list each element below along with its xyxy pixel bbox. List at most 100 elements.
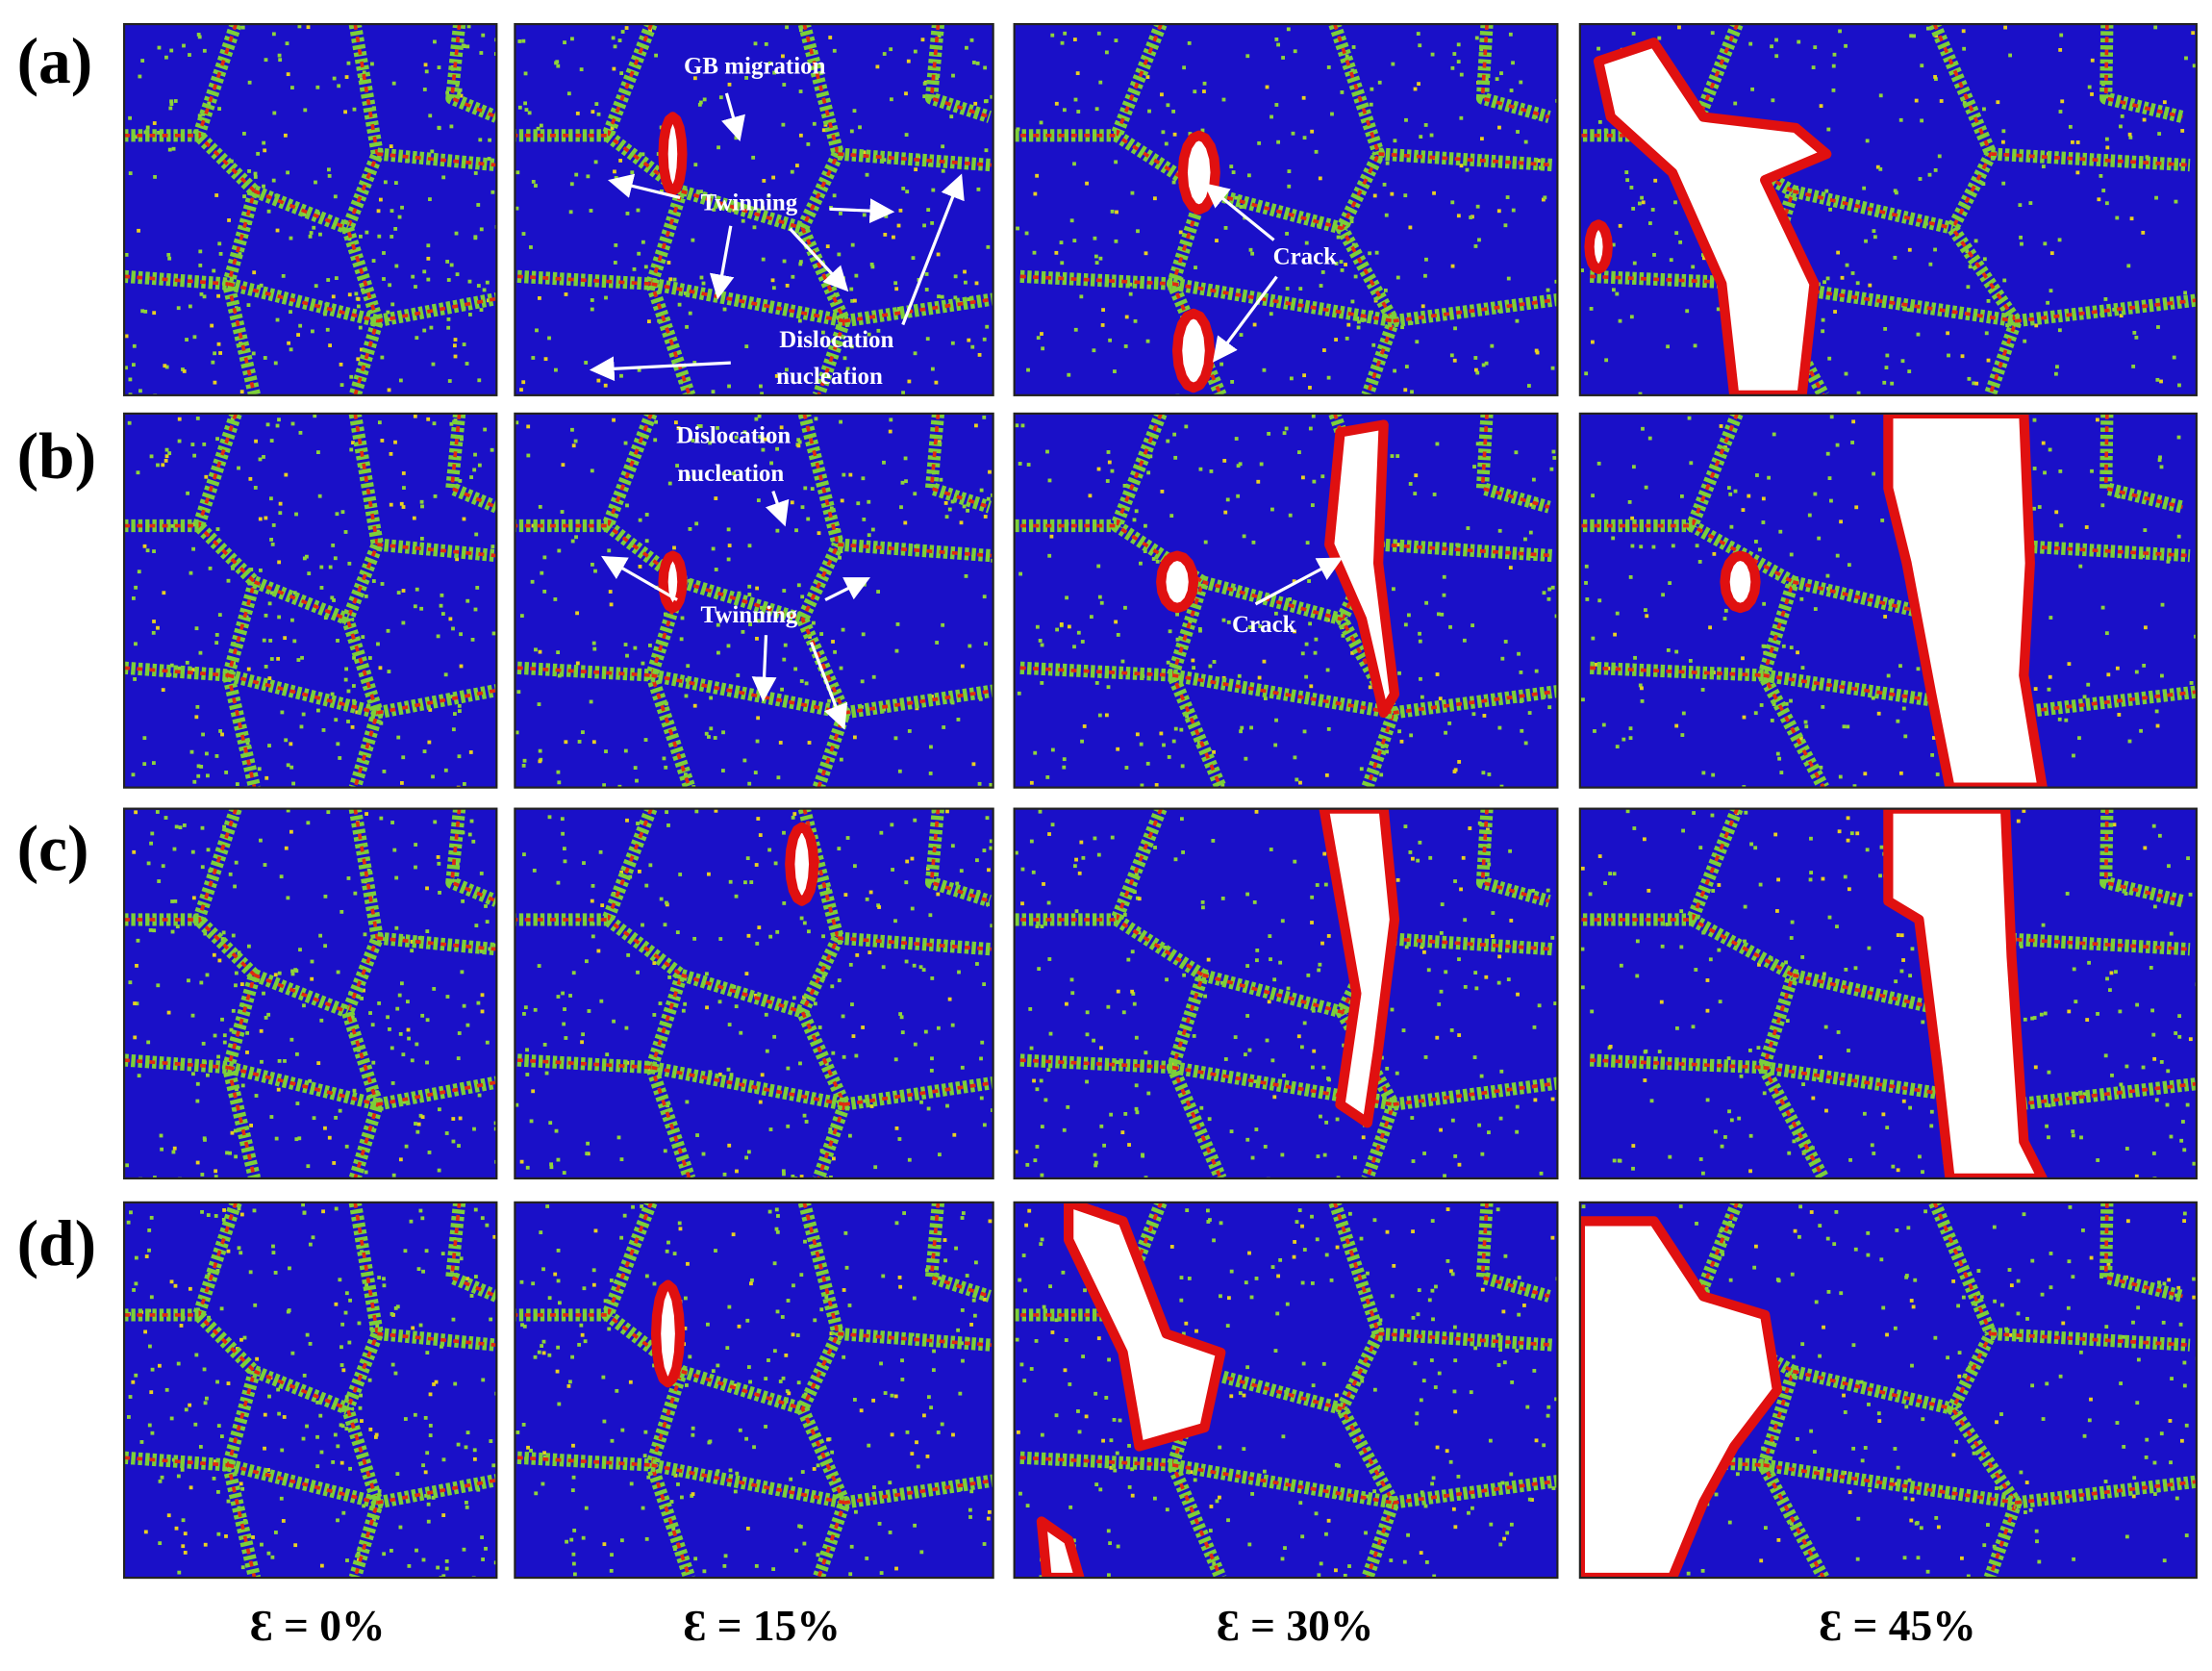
atom xyxy=(2168,1419,2173,1423)
atom xyxy=(1081,855,1086,860)
atom xyxy=(169,663,174,668)
atom xyxy=(1554,1397,1558,1402)
atom xyxy=(1809,1210,1814,1214)
atom xyxy=(1896,933,1900,937)
atom xyxy=(143,1329,147,1334)
atom xyxy=(1289,376,1294,381)
atom xyxy=(1739,1074,1744,1078)
atom xyxy=(308,1242,313,1247)
atom xyxy=(214,193,219,197)
atom xyxy=(328,565,333,570)
atom xyxy=(1306,973,1311,977)
atom xyxy=(1789,1521,1794,1526)
atom xyxy=(1449,353,1454,358)
atom xyxy=(200,865,205,870)
atom xyxy=(147,1248,151,1253)
atom xyxy=(749,880,754,884)
atom xyxy=(759,384,763,389)
atom xyxy=(2129,216,2134,221)
atom xyxy=(523,71,528,76)
atom xyxy=(619,870,624,874)
atom xyxy=(687,474,691,479)
atom xyxy=(784,1353,789,1357)
atom xyxy=(544,1071,549,1076)
atom xyxy=(1419,676,1422,681)
atom xyxy=(1124,315,1129,319)
panel xyxy=(515,24,993,395)
atom xyxy=(2118,887,2123,891)
atom xyxy=(1439,989,1444,994)
atom xyxy=(1313,650,1318,655)
atom xyxy=(2077,736,2081,741)
atom xyxy=(1284,426,1289,431)
atom xyxy=(754,1563,759,1568)
atom xyxy=(332,76,337,81)
atom xyxy=(901,391,905,395)
atom xyxy=(839,549,843,553)
atom xyxy=(1093,836,1097,841)
atom xyxy=(1698,846,1703,850)
grain-boundary-core xyxy=(1393,1081,1558,1106)
atom xyxy=(922,81,927,86)
atom xyxy=(2182,1360,2187,1365)
atom xyxy=(611,36,616,40)
atom xyxy=(900,1358,904,1363)
atom xyxy=(1211,839,1216,843)
atom xyxy=(587,1009,591,1013)
atom xyxy=(1903,734,1908,739)
atom xyxy=(2114,970,2118,975)
atom xyxy=(699,190,703,194)
atom xyxy=(403,1249,408,1253)
atom xyxy=(277,1058,282,1063)
atom xyxy=(239,1212,244,1217)
atom xyxy=(476,1000,481,1005)
atom xyxy=(1113,1468,1118,1473)
atom xyxy=(1669,258,1673,263)
atom xyxy=(862,150,867,155)
grain-boundary xyxy=(2015,293,2197,328)
atom xyxy=(1934,34,1939,38)
atom xyxy=(1519,671,1523,674)
atom xyxy=(795,164,799,167)
atom xyxy=(1811,687,1816,692)
atom xyxy=(1800,1342,1805,1347)
atom xyxy=(1800,955,1805,959)
atom xyxy=(760,392,764,395)
atom xyxy=(455,272,460,277)
atom xyxy=(582,861,586,866)
atom xyxy=(1263,1145,1268,1149)
atom xyxy=(554,367,558,372)
atom xyxy=(2191,31,2196,36)
atom xyxy=(218,351,223,355)
atom xyxy=(2120,114,2124,118)
atom xyxy=(1546,596,1551,601)
atom xyxy=(928,772,933,775)
atom xyxy=(1850,441,1855,444)
atom xyxy=(1314,149,1319,154)
atom xyxy=(315,85,320,89)
atom xyxy=(733,1489,738,1494)
atom xyxy=(1133,890,1137,895)
atom xyxy=(444,1131,449,1135)
atom xyxy=(421,1557,426,1562)
atom xyxy=(1060,40,1065,45)
atom xyxy=(157,879,162,883)
atom xyxy=(2057,717,2062,722)
atom xyxy=(800,595,805,599)
atom xyxy=(348,1466,352,1471)
atom xyxy=(1712,551,1717,556)
atom xyxy=(955,881,960,886)
atom xyxy=(901,187,906,190)
atom xyxy=(1750,87,1755,91)
atom xyxy=(337,84,341,89)
atom xyxy=(889,418,893,422)
atom xyxy=(1456,60,1461,63)
atom xyxy=(268,639,273,643)
atom xyxy=(1604,358,1609,363)
atom xyxy=(819,338,824,342)
atom xyxy=(1946,331,1950,336)
atom xyxy=(1638,683,1643,688)
atom xyxy=(1784,701,1789,706)
atom xyxy=(287,341,291,345)
atom xyxy=(481,1557,486,1561)
